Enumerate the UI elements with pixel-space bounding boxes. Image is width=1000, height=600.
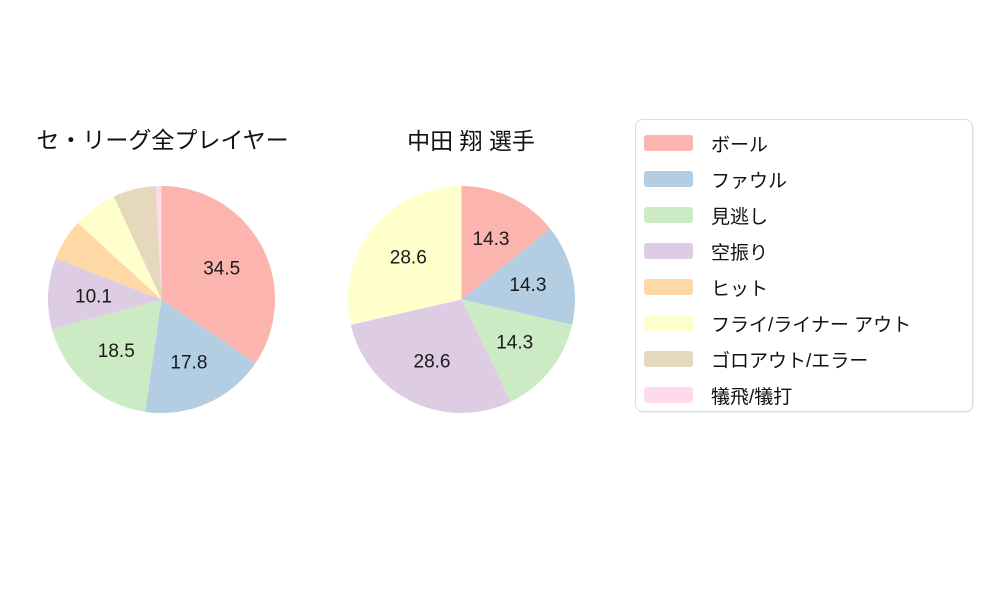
pie-slice-4 [348, 186, 462, 325]
slice-value-label-3: 10.1 [75, 287, 112, 308]
legend-swatch-hit [644, 279, 693, 295]
slice-value-label-0: 34.5 [203, 258, 240, 279]
legend-label-ground-out-error: ゴロアウト/エラー [711, 350, 869, 372]
legend-swatch-foul [644, 171, 693, 187]
legend-item-foul: ファウル [644, 161, 972, 197]
legend-label-ball: ボール [711, 134, 769, 156]
pie-slice-1 [461, 228, 575, 325]
slice-value-label-4: 28.6 [390, 248, 427, 269]
legend-swatch-swinging-strike [644, 243, 693, 259]
slice-value-label-1: 17.8 [170, 352, 207, 373]
pie-slice-4 [55, 222, 162, 300]
pie-slice-7 [155, 186, 162, 300]
legend-swatch-fly-liner-out [644, 315, 693, 331]
legend-item-swinging-strike: 空振り [644, 233, 972, 269]
legend: ボール ファウル 見逃し 空振り ヒット フライ/ライナー アウト ゴロアウト/… [635, 119, 973, 412]
legend-item-called-strike: 見逃し [644, 197, 972, 233]
pie-slice-3 [350, 299, 511, 413]
legend-swatch-ball [644, 135, 693, 151]
pie-chart-league: 34.5 17.8 18.5 10.1 [48, 186, 275, 413]
pie-slice-2 [461, 299, 573, 402]
slice-value-label-2: 18.5 [98, 341, 135, 362]
pie-chart-player: 14.3 14.3 14.3 28.6 28.6 [348, 186, 575, 413]
pie-slice-3 [48, 258, 162, 330]
pie-slice-5 [77, 196, 162, 300]
slice-value-label-2: 14.3 [496, 333, 533, 354]
slice-value-label-0: 14.3 [473, 229, 510, 250]
pie-slice-1 [145, 299, 256, 413]
pie-title-league: セ・リーグ全プレイヤー [36, 127, 289, 153]
legend-swatch-sacrifice [644, 387, 693, 403]
legend-item-hit: ヒット [644, 269, 972, 305]
pie-slice-0 [161, 186, 275, 364]
pie-slice-6 [113, 186, 162, 300]
legend-label-called-strike: 見逃し [711, 206, 769, 228]
pie-slice-0 [461, 186, 551, 300]
pie-title-player: 中田 翔 選手 [407, 128, 535, 154]
legend-label-hit: ヒット [711, 278, 769, 300]
legend-swatch-ground-out-error [644, 351, 693, 367]
legend-item-ground-out-error: ゴロアウト/エラー [644, 341, 972, 377]
slice-value-label-3: 28.6 [414, 352, 451, 373]
legend-label-sacrifice: 犠飛/犠打 [711, 386, 793, 408]
legend-label-foul: ファウル [711, 170, 788, 192]
slice-value-label-1: 14.3 [509, 275, 546, 296]
legend-item-ball: ボール [644, 125, 972, 161]
legend-label-swinging-strike: 空振り [711, 242, 769, 264]
legend-swatch-called-strike [644, 207, 693, 223]
legend-label-fly-liner-out: フライ/ライナー アウト [711, 314, 912, 336]
pie-slice-2 [51, 299, 162, 412]
legend-item-fly-liner-out: フライ/ライナー アウト [644, 305, 972, 341]
legend-item-sacrifice: 犠飛/犠打 [644, 377, 972, 413]
